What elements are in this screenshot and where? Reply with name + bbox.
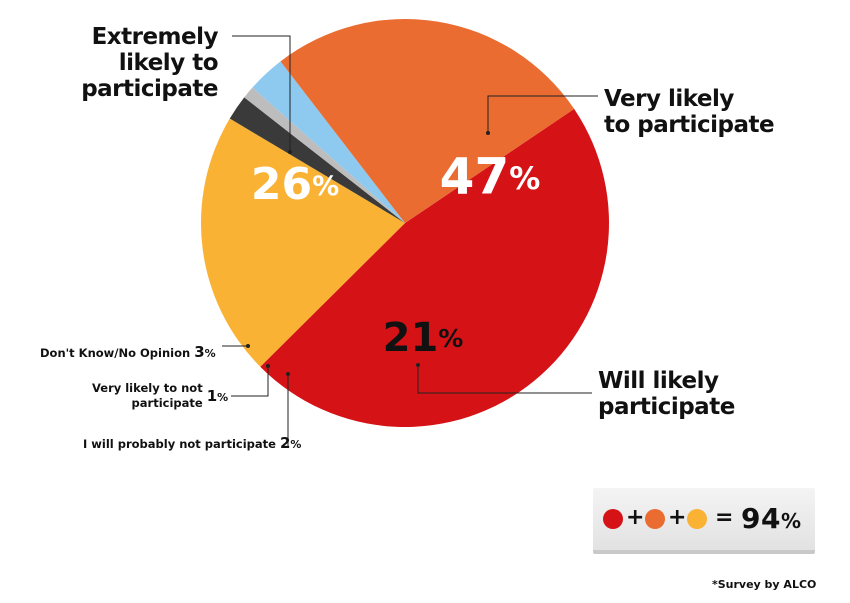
red-dot-icon xyxy=(603,509,623,529)
label-probably-not-text: I will probably not participate xyxy=(83,437,276,451)
leader-dot-extremely-likely xyxy=(288,150,292,154)
leader-dot-very-likely-not xyxy=(266,364,270,368)
plus-sign: + xyxy=(668,505,687,530)
pie-slice-will-likely xyxy=(200,118,405,367)
leader-dot-probably-not xyxy=(286,372,290,376)
label-dont-know: Don't Know/No Opinion 3% xyxy=(40,345,216,361)
label-probably-not-value: 2 xyxy=(279,434,291,452)
label-dont-know-value: 3 xyxy=(194,343,205,361)
label-dont-know-percent: % xyxy=(204,347,216,360)
pie-slice-dont-know xyxy=(252,61,405,224)
leader-dot-very-likely xyxy=(486,131,490,135)
pie-slice-very-likely xyxy=(260,108,610,428)
leader-dot-will-likely xyxy=(416,363,420,367)
yellow-dot-icon xyxy=(687,509,707,529)
pie-slice-extremely-likely xyxy=(280,18,575,223)
leader-line-very-likely xyxy=(487,95,598,133)
source-footnote: *Survey by ALCO xyxy=(712,578,817,591)
leader-dot-dont-know xyxy=(246,344,250,348)
leader-line-will-likely xyxy=(417,365,592,394)
label-very-likely-not-percent: % xyxy=(217,391,229,404)
label-dont-know-text: Don't Know/No Opinion xyxy=(40,346,191,360)
pie-slice-very-likely-not xyxy=(244,87,405,223)
label-will-likely: Will likely participate xyxy=(598,368,735,420)
orange-dot-icon xyxy=(645,509,665,529)
summary-total-value: 94 xyxy=(741,502,781,535)
leader-line-extremely-likely xyxy=(232,35,291,152)
label-very-likely-not-value: 1 xyxy=(206,387,218,405)
label-very-likely-not: Very likely to not participate 1% xyxy=(92,381,228,411)
label-very-likely: Very likely to participate xyxy=(604,86,775,138)
label-probably-not: I will probably not participate 2% xyxy=(83,436,301,452)
pie-slice-probably-not xyxy=(229,97,405,223)
label-extremely-likely: Extremely likely to participate xyxy=(81,24,218,102)
summary-box: + + = 94% xyxy=(593,488,815,550)
leader-line-very-likely-not xyxy=(231,366,269,397)
summary-total: 94% xyxy=(741,502,802,535)
summary-total-percent: % xyxy=(780,509,802,533)
equals-sign: = xyxy=(715,505,734,530)
plus-sign: + xyxy=(626,505,645,530)
label-probably-not-percent: % xyxy=(290,438,302,451)
label-very-likely-not-text: Very likely to not participate xyxy=(92,381,203,410)
